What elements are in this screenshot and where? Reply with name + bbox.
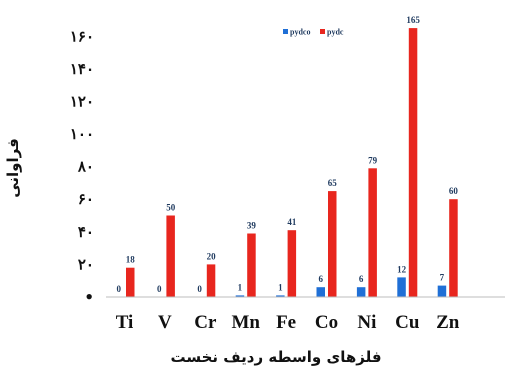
category-label: Cr — [194, 312, 217, 333]
bar-pydco-ni — [356, 287, 366, 297]
data-label: 39 — [247, 221, 257, 231]
data-label: 0 — [117, 284, 122, 294]
bar-pydc-cu — [408, 28, 418, 297]
category-label: Ni — [357, 312, 376, 333]
y-tick-label: ۱۰۰ — [70, 125, 94, 143]
legend-label: pydc — [327, 28, 344, 37]
data-label: 60 — [449, 186, 459, 196]
data-label: 41 — [287, 217, 297, 227]
category-label: Cu — [395, 312, 420, 333]
data-label: 1 — [278, 282, 283, 292]
bar-pydc-zn — [449, 199, 458, 297]
y-tick-label: ۱۴۰ — [70, 60, 94, 78]
data-label: 7 — [440, 273, 445, 283]
category-label: Mn — [231, 312, 260, 333]
data-label: 65 — [328, 178, 338, 188]
legend: pydco pydc — [283, 28, 344, 37]
legend-label: pydco — [290, 28, 310, 37]
data-label: 6 — [319, 274, 324, 284]
bar-pydc-ni — [368, 168, 377, 297]
bar-pydc-fe — [287, 230, 297, 297]
data-label: 1 — [238, 282, 243, 292]
legend-swatch-pydco — [283, 29, 288, 34]
y-tick-label: ۴۰ — [78, 223, 94, 241]
category-label: Co — [315, 312, 338, 333]
category-label: Ti — [116, 312, 134, 333]
y-tick-label: ۲۰ — [78, 255, 94, 273]
bar-pydc-ti — [126, 267, 135, 297]
bar-pydc-mn — [247, 233, 256, 297]
bar-pydco-co — [316, 287, 325, 297]
y-tick-label: • — [84, 288, 94, 306]
bar-pydco-mn — [235, 295, 245, 297]
bar-pydco-zn — [437, 285, 447, 297]
legend-swatch-pydc — [320, 29, 325, 34]
data-label: 12 — [397, 264, 407, 274]
data-labels: 0 18 0 50 0 20 1 39 1 41 6 65 6 79 12 165 7 60 — [117, 15, 459, 294]
data-label: 0 — [157, 284, 162, 294]
data-label: 18 — [126, 255, 136, 265]
category-labels: Ti V Cr Mn Fe Co Ni Cu Zn — [116, 312, 460, 333]
data-label: 20 — [207, 251, 217, 261]
bar-pydco-fe — [276, 295, 285, 297]
category-label: Zn — [436, 312, 460, 333]
bar-pydco-cu — [397, 277, 406, 297]
bar-pydc-v — [166, 215, 175, 297]
bars — [126, 28, 458, 297]
x-axis-title: فلزهای واسطه ردیف نخست — [170, 348, 381, 366]
y-tick-label: ۶۰ — [78, 190, 94, 208]
y-tick-label: ۸۰ — [77, 158, 94, 176]
bar-pydc-co — [328, 191, 337, 297]
category-label: V — [158, 312, 172, 333]
data-label: 6 — [359, 274, 364, 284]
bar-pydc-cr — [206, 264, 216, 297]
y-tick-label: ۱۶۰ — [70, 27, 94, 45]
data-label: 79 — [368, 155, 378, 165]
category-label: Fe — [276, 312, 296, 333]
y-axis-title: فراوانی — [4, 138, 22, 198]
y-tick-label: ۱۲۰ — [70, 92, 94, 110]
data-label: 0 — [197, 284, 202, 294]
y-tick-labels: • ۲۰ ۴۰ ۶۰ ۸۰ ۱۰۰ ۱۲۰ ۱۴۰ ۱۶۰ — [70, 27, 94, 306]
data-label: 165 — [406, 15, 420, 25]
data-label: 50 — [166, 203, 176, 213]
